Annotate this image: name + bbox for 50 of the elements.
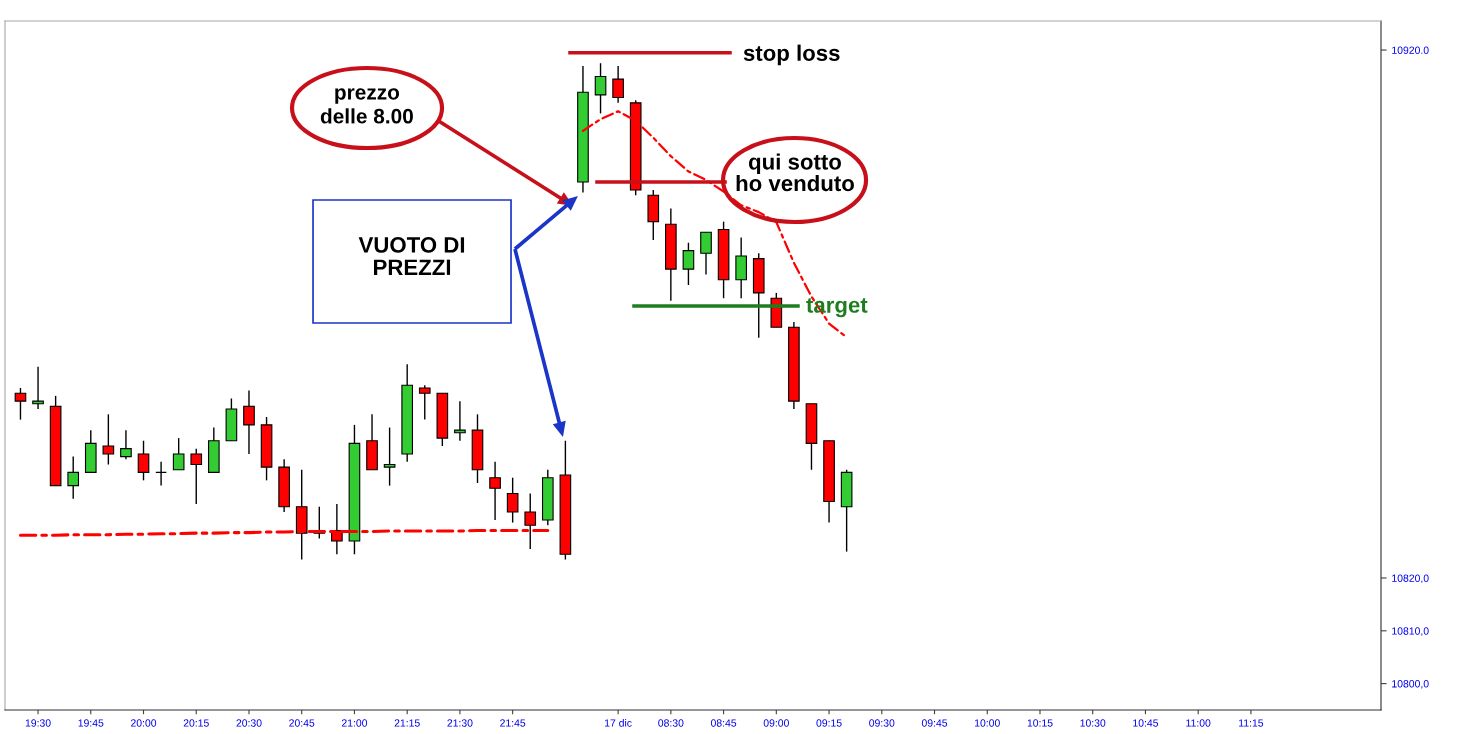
- candlestick: [383, 426, 396, 487]
- x-tick-label: 10:00: [975, 719, 1000, 727]
- x-tick-label: 19:45: [78, 719, 104, 727]
- candlestick: [700, 231, 712, 276]
- ref-line-label: qui sotto ho venduto: [736, 153, 854, 192]
- x-tick-label: 10:15: [1027, 719, 1053, 727]
- x-tick-label: 08:30: [658, 719, 684, 727]
- x-tick-label: 21:15: [394, 719, 420, 727]
- x-tick-label: 11:15: [1239, 719, 1264, 727]
- candlestick: [735, 236, 747, 299]
- candlestick: [243, 389, 255, 455]
- candlestick: [137, 440, 150, 482]
- x-tick-label: 09:30: [869, 719, 895, 727]
- x-tick-label: 17 dic: [605, 719, 632, 727]
- candlestick: [682, 242, 695, 286]
- x-tick-label: 11:00: [1186, 719, 1211, 727]
- x-tick-label: 20:00: [131, 719, 157, 727]
- candlestick: [32, 366, 44, 410]
- candlestick: [120, 429, 132, 460]
- x-tick-label: 21:45: [500, 719, 526, 727]
- candlestick: [506, 476, 519, 524]
- x-tick-label: 21:00: [341, 719, 368, 727]
- candlestick: [67, 455, 80, 500]
- candlestick: [102, 413, 115, 466]
- y-tick-label: 10820,0: [1392, 574, 1429, 584]
- candlestick: [155, 461, 167, 487]
- x-tick-label: 20:30: [236, 719, 262, 727]
- candlestick: [594, 62, 607, 115]
- x-tick-label: 10:45: [1133, 719, 1159, 727]
- x-tick-label: 19:30: [25, 719, 51, 727]
- x-tick-label: 20:45: [289, 719, 315, 727]
- candlestick: [612, 65, 624, 104]
- annotation: prezzo delle 8.00: [320, 88, 413, 124]
- y-tick-label: 10920.0: [1392, 46, 1429, 54]
- candlestick: [190, 447, 203, 505]
- candlestick: [172, 437, 185, 471]
- candlestick: [418, 384, 431, 421]
- candlestick: [14, 387, 27, 421]
- candlestick: [489, 461, 501, 521]
- x-tick-label: 08:45: [710, 719, 737, 727]
- x-tick-label: 09:00: [763, 719, 789, 727]
- x-tick-label: 09:15: [816, 719, 842, 727]
- y-tick-label: 10800,0: [1392, 680, 1429, 689]
- ref-line-label: stop loss: [743, 44, 840, 66]
- annotation: VUOTO DI PREZZI: [358, 237, 465, 275]
- x-tick-label: 10:30: [1080, 719, 1106, 727]
- x-tick-label: 09:45: [921, 719, 948, 727]
- x-tick-label: 20:15: [183, 719, 209, 727]
- y-tick-label: 10810,0: [1392, 627, 1429, 636]
- x-tick-label: 21:30: [447, 719, 473, 727]
